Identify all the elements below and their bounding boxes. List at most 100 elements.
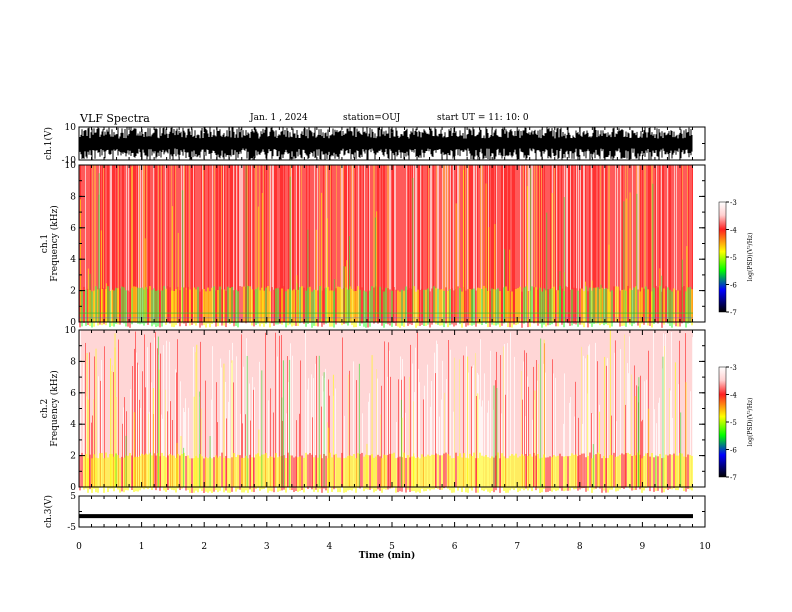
spec-streak bbox=[508, 165, 509, 322]
spec-burst bbox=[685, 382, 687, 487]
spec-streak bbox=[409, 376, 410, 487]
spec-streak bbox=[240, 413, 241, 487]
spec-streak bbox=[387, 376, 388, 487]
spec-streak bbox=[111, 371, 112, 487]
spec-lowband bbox=[341, 289, 343, 326]
spec-burst bbox=[471, 288, 473, 322]
spec-streak bbox=[418, 165, 419, 322]
spec-lowband bbox=[539, 287, 541, 324]
spec-lowband bbox=[555, 456, 557, 492]
spec-lowband bbox=[377, 287, 379, 324]
spec-lowband bbox=[399, 291, 401, 328]
spec-streak bbox=[191, 165, 192, 322]
spectrogram-ch1-colorbar-tick-label: -6 bbox=[730, 282, 737, 290]
spec-lowband bbox=[499, 291, 501, 328]
spec-lowband bbox=[143, 454, 145, 490]
spec-burst bbox=[636, 193, 638, 322]
spec-streak bbox=[436, 165, 437, 322]
spec-lowband bbox=[501, 453, 503, 488]
spec-streak bbox=[414, 392, 415, 487]
spec-lowband bbox=[379, 456, 381, 491]
spec-streak bbox=[266, 165, 267, 322]
spec-streak bbox=[578, 165, 579, 322]
spec-streak bbox=[144, 165, 145, 322]
spec-lowband bbox=[201, 456, 203, 491]
spec-lowband bbox=[645, 286, 647, 323]
spec-lowband bbox=[575, 454, 577, 490]
spec-streak bbox=[240, 165, 241, 322]
spec-streak bbox=[166, 340, 167, 487]
spectrogram-ch1-colorbar bbox=[718, 201, 727, 313]
spec-streak bbox=[503, 165, 504, 322]
spec-lowband bbox=[93, 290, 95, 327]
spec-streak bbox=[265, 332, 266, 487]
spec-lowband bbox=[379, 286, 381, 323]
spec-streak bbox=[569, 402, 570, 487]
spec-lowband bbox=[457, 456, 459, 491]
spec-streak bbox=[162, 418, 163, 487]
spec-streak bbox=[377, 378, 378, 487]
spec-streak bbox=[563, 423, 564, 487]
spec-streak bbox=[419, 165, 420, 322]
spec-streak bbox=[139, 399, 140, 487]
spec-burst bbox=[343, 266, 345, 322]
spec-lowband bbox=[619, 454, 621, 490]
spec-streak bbox=[122, 165, 123, 322]
spec-streak bbox=[591, 413, 592, 487]
spec-lowband bbox=[111, 453, 113, 489]
spec-lowband bbox=[89, 454, 91, 490]
spec-lowband bbox=[139, 455, 141, 491]
spec-lowband bbox=[495, 455, 497, 491]
spec-lowband bbox=[95, 286, 97, 323]
spec-lowband bbox=[605, 458, 607, 493]
spec-streak bbox=[532, 419, 533, 487]
spec-streak bbox=[217, 165, 218, 322]
spec-lowband bbox=[647, 453, 649, 488]
spec-streak bbox=[480, 339, 481, 487]
spec-streak bbox=[272, 165, 273, 322]
spec-streak bbox=[504, 343, 505, 487]
spec-burst bbox=[477, 393, 479, 487]
spec-lowband bbox=[97, 289, 99, 326]
spec-lowband bbox=[473, 288, 475, 325]
spec-streak bbox=[319, 165, 320, 322]
spec-streak bbox=[388, 165, 389, 322]
spectrogram-ch1-colorbar-label-text: log(PSD)(V²/Hz) bbox=[747, 233, 754, 282]
spec-streak bbox=[471, 165, 472, 322]
spec-lowband bbox=[115, 287, 117, 324]
spec-lowband bbox=[329, 452, 331, 488]
spec-streak bbox=[254, 387, 255, 487]
spec-streak bbox=[556, 165, 557, 322]
spec-streak bbox=[156, 165, 157, 322]
spec-lowband bbox=[369, 455, 371, 490]
spec-streak bbox=[664, 346, 665, 487]
spec-lowband bbox=[505, 458, 507, 493]
spec-streak bbox=[83, 363, 84, 487]
spec-lowband bbox=[475, 290, 477, 327]
spectrogram-ch1-tick-label: 4 bbox=[70, 255, 76, 265]
spectrogram-ch2-colorbar-tick-label: -5 bbox=[730, 419, 737, 427]
spec-streak bbox=[662, 165, 663, 322]
spec-streak bbox=[620, 165, 621, 322]
spec-streak bbox=[135, 331, 136, 487]
spec-lowband bbox=[449, 455, 451, 491]
spec-streak bbox=[345, 165, 346, 322]
spec-lowband bbox=[113, 456, 115, 492]
spec-streak bbox=[576, 165, 577, 322]
spec-lowband bbox=[317, 457, 319, 493]
spec-lowband bbox=[243, 457, 245, 493]
spec-streak bbox=[412, 363, 413, 487]
spec-streak bbox=[242, 423, 243, 487]
spec-streak bbox=[151, 382, 152, 487]
spec-streak bbox=[249, 383, 250, 487]
spec-burst bbox=[344, 266, 346, 322]
spec-streak bbox=[243, 366, 244, 487]
spec-lowband bbox=[295, 456, 297, 491]
spec-lowband bbox=[681, 453, 683, 489]
spectrogram-ch2-ylabel-text: ch.2 bbox=[40, 399, 50, 418]
spec-streak bbox=[259, 165, 260, 322]
spec-tone bbox=[79, 317, 693, 319]
spec-streak bbox=[468, 165, 469, 322]
spec-lowband bbox=[447, 291, 449, 328]
spec-streak bbox=[592, 413, 593, 487]
